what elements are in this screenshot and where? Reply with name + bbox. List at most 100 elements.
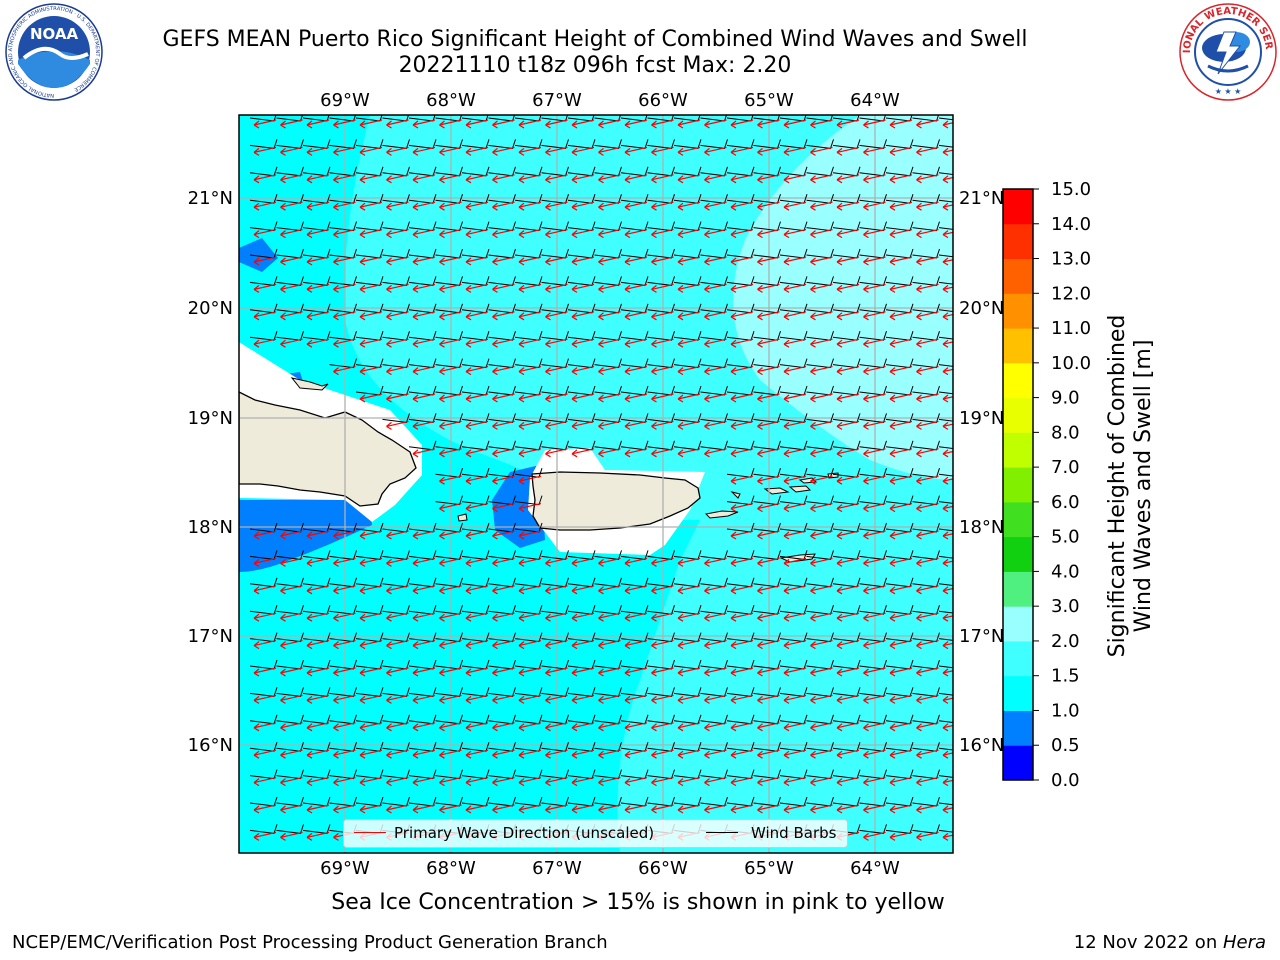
wave-direction-legend-line [354, 832, 386, 833]
wave-direction-arrow [916, 667, 939, 677]
wave-direction-arrow [571, 612, 595, 622]
wave-direction-arrow [571, 311, 595, 321]
colorbar-tick-label: 0.0 [1051, 770, 1080, 791]
wave-direction-arrow [518, 448, 542, 458]
wave-direction-arrow [412, 749, 436, 759]
wave-direction-arrow [836, 420, 860, 430]
wave-direction-arrow [889, 612, 913, 622]
wave-direction-arrow [306, 557, 330, 567]
wave-direction-arrow [889, 420, 913, 430]
wind-barb [938, 254, 953, 258]
wave-direction-arrow [677, 722, 701, 732]
wave-direction-arrow [253, 530, 277, 540]
wave-direction-arrow [730, 722, 754, 732]
wave-direction-arrow [412, 722, 436, 732]
wave-direction-arrow [624, 311, 648, 321]
wave-direction-arrow [465, 283, 489, 293]
wave-direction-arrow [439, 420, 462, 430]
lon-label-bottom: 64°W [850, 858, 900, 879]
wave-direction-arrow [783, 393, 807, 403]
wave-direction-arrow [651, 201, 674, 211]
wave-direction-arrow [518, 229, 542, 239]
wave-direction-arrow [863, 201, 886, 211]
wave-direction-arrow [783, 722, 807, 732]
wave-direction-arrow [916, 146, 939, 156]
wave-direction-arrow [333, 585, 356, 595]
wave-direction-arrow [492, 448, 515, 458]
colorbar-segment [1003, 258, 1033, 294]
wave-direction-arrow [810, 174, 833, 184]
wave-direction-arrow [465, 585, 489, 595]
wind-barb-legend-label: Wind Barbs [751, 824, 837, 842]
wave-direction-arrow [386, 694, 409, 704]
wave-direction-arrow [810, 612, 833, 622]
wave-direction-arrow [810, 393, 833, 403]
wave-direction-arrow [651, 174, 674, 184]
wave-direction-arrow [757, 585, 780, 595]
wave-direction-arrow [704, 174, 727, 184]
wave-direction-arrow [306, 667, 330, 677]
wave-direction-arrow [916, 283, 939, 293]
wave-direction-arrow [412, 777, 436, 787]
lat-label-right: 19°N [959, 408, 1004, 429]
wave-direction-arrow [280, 229, 303, 239]
wave-direction-arrow [492, 585, 515, 595]
wave-direction-arrow [889, 393, 913, 403]
wave-direction-arrow [571, 119, 595, 129]
wave-direction-arrow [916, 557, 939, 567]
wave-direction-arrow [412, 585, 436, 595]
wave-direction-arrow [677, 777, 701, 787]
wave-direction-arrow [863, 585, 886, 595]
wave-direction-arrow [836, 146, 860, 156]
wave-direction-arrow [253, 585, 277, 595]
wave-direction-arrow [412, 256, 436, 266]
wave-direction-arrow [439, 283, 462, 293]
wind-barb [938, 720, 953, 724]
wave-direction-arrow [412, 557, 436, 567]
wave-direction-arrow [677, 585, 701, 595]
wave-direction-arrow [889, 749, 913, 759]
wave-direction-arrow [598, 229, 621, 239]
wave-direction-arrow [677, 804, 701, 814]
wave-direction-arrow [836, 612, 860, 622]
wave-direction-arrow [280, 311, 303, 321]
wave-direction-arrow [386, 393, 409, 403]
wave-direction-arrow [916, 119, 939, 129]
colorbar-tick-label: 14.0 [1051, 214, 1091, 235]
wave-direction-arrow [518, 420, 542, 430]
wave-direction-arrow [624, 393, 648, 403]
lat-label-right: 20°N [959, 298, 1004, 319]
wave-direction-arrow [386, 366, 409, 376]
wave-direction-arrow [545, 311, 568, 321]
wave-direction-arrow [359, 174, 383, 184]
wave-direction-arrow [598, 667, 621, 677]
wave-direction-arrow [916, 749, 939, 759]
wind-barb [938, 391, 953, 395]
wave-direction-arrow [412, 229, 436, 239]
wave-direction-arrow [545, 667, 568, 677]
wave-direction-arrow [465, 612, 489, 622]
colorbar-segment [1003, 293, 1033, 329]
wave-direction-arrow [783, 749, 807, 759]
wave-direction-arrow [386, 804, 409, 814]
wave-direction-arrow [916, 393, 939, 403]
wave-direction-arrow [651, 283, 674, 293]
wave-direction-arrow [253, 557, 277, 567]
wave-direction-arrow [545, 393, 568, 403]
noaa-logo: NOAA NATIONAL OCEANIC AND ATMOSPHERIC AD… [5, 3, 103, 101]
lat-label-left: 18°N [188, 517, 233, 538]
colorbar-tick-label: 15.0 [1051, 179, 1091, 200]
lat-label-right: 17°N [959, 626, 1004, 647]
wave-direction-arrow [359, 640, 383, 650]
wave-direction-arrow [757, 804, 780, 814]
map-legend: Primary Wave Direction (unscaled) Wind B… [343, 819, 848, 848]
wave-direction-arrow [545, 612, 568, 622]
lon-label-top: 69°W [320, 90, 370, 111]
wave-direction-arrow [306, 338, 330, 348]
wave-direction-arrow [598, 393, 621, 403]
wave-direction-arrow [836, 283, 860, 293]
wave-direction-arrow [333, 749, 356, 759]
noaa-logo-text: NOAA [30, 25, 79, 43]
colorbar-segment [1003, 606, 1033, 642]
wave-direction-arrow [704, 749, 727, 759]
